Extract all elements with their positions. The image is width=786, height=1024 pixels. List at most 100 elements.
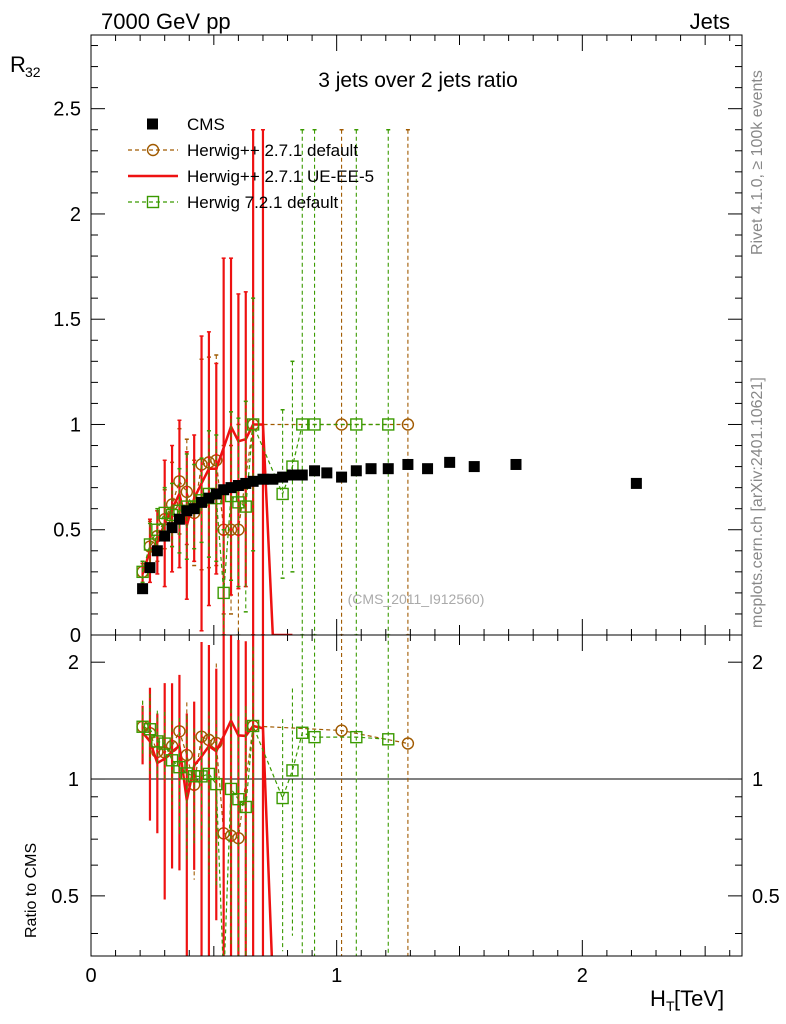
ratio-y-axis-label: Ratio to CMS	[23, 843, 40, 938]
ratio-tick-label-right: 2	[752, 652, 763, 674]
x-tick-label: 1	[331, 965, 342, 987]
cms-data-point	[181, 505, 193, 517]
cms-data-point	[173, 513, 185, 525]
ratio-frame	[90, 634, 743, 957]
cms-data-point	[151, 545, 163, 557]
herwig-7-2-1-default-line	[142, 423, 389, 593]
ratio-tick-label: 0.5	[51, 886, 79, 908]
herwig-7-2-1-default-marker	[276, 487, 289, 501]
y-tick-label: 1	[70, 414, 81, 436]
herwig-7-2-1-default-ratio-marker	[286, 764, 299, 777]
herwig-7-2-1-default-marker	[158, 506, 171, 520]
cms-data-point	[247, 475, 259, 487]
cms-data-point	[365, 463, 377, 475]
herwig-7-2-1-default-marker	[232, 496, 245, 509]
herwig-7-2-1-default-ratio-marker	[350, 730, 363, 744]
x-tick-label: 0	[85, 965, 96, 987]
ratio-tick-label-right: 0.5	[752, 886, 780, 908]
y-tick-label: 2.5	[53, 99, 81, 121]
header-process-label: Jets	[690, 9, 730, 34]
cms-data-point	[286, 469, 298, 481]
cms-data-point	[510, 458, 522, 470]
cms-data-point	[196, 496, 208, 508]
y-tick-label: 0	[70, 625, 81, 647]
legend-herwig-7-2-1-default-label: Herwig 7.2.1 default	[187, 193, 338, 212]
herwig-7-2-1-default-ratio-marker	[202, 767, 216, 781]
x-axis-label-sub: T	[666, 998, 675, 1014]
legend-cms-label: CMS	[187, 115, 225, 134]
cms-data-point	[336, 471, 348, 483]
herwig-7-2-1-default-ratio-marker	[232, 792, 245, 806]
herwig-7-2-1-default-marker	[350, 418, 363, 431]
x-tick-label: 2	[577, 965, 588, 987]
cms-data-point	[159, 530, 171, 542]
ratio-tick-label: 2	[68, 652, 79, 674]
herwig-7-2-1-default-ratio-marker	[143, 723, 157, 736]
x-axis-label-main: H	[650, 986, 666, 1011]
herwig-7-2-1-default-marker	[296, 418, 309, 431]
cms-data-point	[309, 465, 321, 477]
herwig-2-7-1-default-ratio-marker	[335, 724, 348, 737]
herwig-7-2-1-default-ratio-marker	[276, 791, 289, 805]
herwig-7-2-1-default-marker	[151, 523, 164, 536]
herwig-7-2-1-default-ratio-marker	[165, 754, 179, 767]
legend: CMS Herwig++ 2.7.1 default Herwig++ 2.7.1 …	[128, 115, 374, 212]
ratio-tick-label-right: 1	[752, 769, 763, 791]
y-axis-label: R 32	[10, 52, 41, 80]
herwig-7-2-1-default-ratio-marker	[239, 800, 252, 814]
cms-data-point	[210, 488, 222, 500]
x-axis-label: H T [TeV]	[650, 986, 724, 1014]
legend-herwig-2-7-1-default-label: Herwig++ 2.7.1 default	[187, 141, 358, 160]
x-axis-label-unit: [TeV]	[674, 986, 724, 1011]
y-axis-label-sub: 32	[25, 64, 41, 80]
herwig-7-2-1-default-marker	[217, 586, 230, 600]
herwig-7-2-1-default-ratio-marker	[382, 733, 395, 746]
herwig-2-7-1-default-line	[142, 423, 408, 572]
herwig-7-2-1-default-ratio-marker	[136, 720, 149, 733]
cms-data-point	[422, 463, 434, 475]
herwig-7-2-1-default-ratio-marker	[151, 735, 164, 748]
cms-data-point	[257, 473, 269, 485]
herwig-7-2-1-default-ratio-marker	[296, 726, 309, 739]
header-beam-label: 7000 GeV pp	[101, 9, 231, 34]
cms-data-point	[232, 480, 244, 492]
cms-data-point	[203, 492, 215, 504]
cms-data-point	[444, 456, 456, 468]
watermark: (CMS_2011_I912560)	[348, 591, 485, 607]
herwig-7-2-1-default-ratio-marker	[308, 730, 321, 744]
ratio-plot-layer	[91, 635, 742, 956]
cms-data-point	[225, 482, 237, 494]
ratio-panel: 0 1 2 0.5 0.5 1 1 2 2 Ratio to CMS	[23, 634, 780, 987]
y-tick-label: 0.5	[53, 520, 81, 542]
herwig-7-2-1-default-ratio-marker	[195, 770, 208, 783]
herwig-7-2-1-default-marker	[308, 418, 321, 431]
herwig-7-2-1-default-ratio-line	[142, 725, 389, 956]
cms-data-point	[240, 477, 252, 489]
herwig-7-2-1-default-ratio-marker	[187, 770, 201, 783]
legend-herwig-2-7-1-default-marker	[146, 143, 160, 157]
cms-data-point	[321, 467, 333, 479]
main-axis-ticks: 0 0.5 1 1.5 2 2.5	[53, 35, 742, 647]
cms-data-point	[267, 473, 279, 485]
cms-data-point	[402, 458, 414, 470]
herwig-7-2-1-default-marker	[143, 538, 157, 551]
main-plot-layer	[136, 128, 642, 635]
herwig-7-2-1-default-marker	[246, 418, 260, 431]
main-panel: 0 0.5 1 1.5 2 2.5 3 jets over 2 jets ratio (C…	[10, 34, 743, 647]
cms-data-point	[137, 583, 149, 595]
side-mcplots-label: mcplots.cern.ch [arXiv:2401.10621]	[749, 377, 766, 628]
cms-data-point	[188, 503, 200, 515]
herwig-7-2-1-default-ratio-marker	[210, 777, 223, 791]
ratio-tick-label: 1	[68, 769, 79, 791]
cms-data-point	[166, 522, 178, 534]
cms-data-point	[468, 461, 480, 473]
cms-data-point	[296, 469, 308, 481]
herwig-7-2-1-default-ratio-marker	[224, 782, 238, 796]
cms-data-point	[144, 562, 156, 574]
herwig-2-7-1-default-ratio-marker	[401, 737, 415, 750]
legend-herwig-7-2-1-default-marker	[146, 195, 160, 209]
herwig-2-7-1-default-ratio-line	[142, 725, 409, 839]
cms-data-point	[350, 465, 362, 477]
herwig-7-2-1-default-marker	[382, 418, 395, 431]
